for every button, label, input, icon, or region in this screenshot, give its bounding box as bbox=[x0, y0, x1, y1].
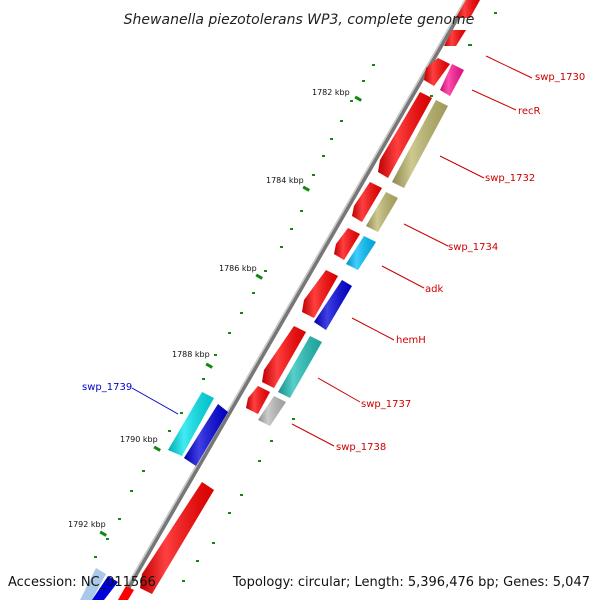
cds-top-2 bbox=[444, 30, 466, 46]
gene-swp-1735-feature[interactable] bbox=[334, 228, 360, 260]
gene-swp-1740-feature[interactable] bbox=[184, 404, 228, 466]
tick-label-1790: 1790 kbp bbox=[120, 435, 158, 444]
tick-label-1786: 1786 kbp bbox=[219, 264, 257, 273]
gene-swp-1737-feature[interactable] bbox=[278, 336, 322, 398]
tick-label-1792: 1792 kbp bbox=[68, 520, 106, 529]
gene-label-swp-1734[interactable]: swp_1734 bbox=[448, 242, 498, 253]
map-title: Shewanella piezotolerans WP3, complete g… bbox=[124, 12, 475, 28]
label-leader-lines bbox=[131, 55, 533, 447]
gene-swp-1741-feature[interactable] bbox=[140, 482, 214, 594]
gene-swp-1738-feature[interactable] bbox=[258, 396, 286, 426]
gene-swp-1733-feature[interactable] bbox=[352, 182, 382, 222]
gene-hemH-red-feature[interactable] bbox=[302, 270, 338, 318]
gene-hemH-feature[interactable] bbox=[314, 280, 352, 330]
genome-backbone bbox=[117, 0, 471, 600]
gene-label-recR[interactable]: recR bbox=[518, 106, 541, 117]
gene-label-adk[interactable]: adk bbox=[425, 284, 443, 295]
gene-swp-1738-red-feature[interactable] bbox=[246, 386, 270, 414]
gene-label-swp-1739[interactable]: swp_1739 bbox=[82, 382, 132, 393]
gene-swp-1736-feature[interactable] bbox=[262, 326, 306, 388]
gene-swp-1739-feature[interactable] bbox=[168, 392, 214, 456]
gene-recR-feature[interactable] bbox=[440, 64, 464, 96]
tick-label-1782: 1782 kbp bbox=[312, 88, 350, 97]
gene-swp-1734-feature[interactable] bbox=[366, 192, 398, 232]
gene-adk-feature[interactable] bbox=[346, 236, 376, 270]
gene-label-swp-1730[interactable]: swp_1730 bbox=[535, 72, 585, 83]
topology-text: Topology: circular; Length: 5,396,476 bp… bbox=[232, 575, 590, 590]
tick-label-1784: 1784 kbp bbox=[266, 176, 304, 185]
bottom-partial-features bbox=[80, 568, 134, 600]
gene-swp-1730-feature[interactable] bbox=[424, 58, 450, 86]
gene-swp-1731-feature[interactable] bbox=[378, 92, 432, 178]
accession-text: Accession: NC_011566 bbox=[8, 575, 156, 590]
cds-top-1 bbox=[456, 0, 480, 18]
gene-label-swp-1732[interactable]: swp_1732 bbox=[485, 173, 535, 184]
tick-label-1788: 1788 kbp bbox=[172, 350, 210, 359]
gene-label-hemH[interactable]: hemH bbox=[396, 335, 426, 346]
tick-marks bbox=[99, 95, 362, 537]
gene-label-swp-1738[interactable]: swp_1738 bbox=[336, 442, 386, 453]
gene-label-swp-1737[interactable]: swp_1737 bbox=[361, 399, 411, 410]
gene-swp-1732-feature[interactable] bbox=[392, 100, 448, 188]
